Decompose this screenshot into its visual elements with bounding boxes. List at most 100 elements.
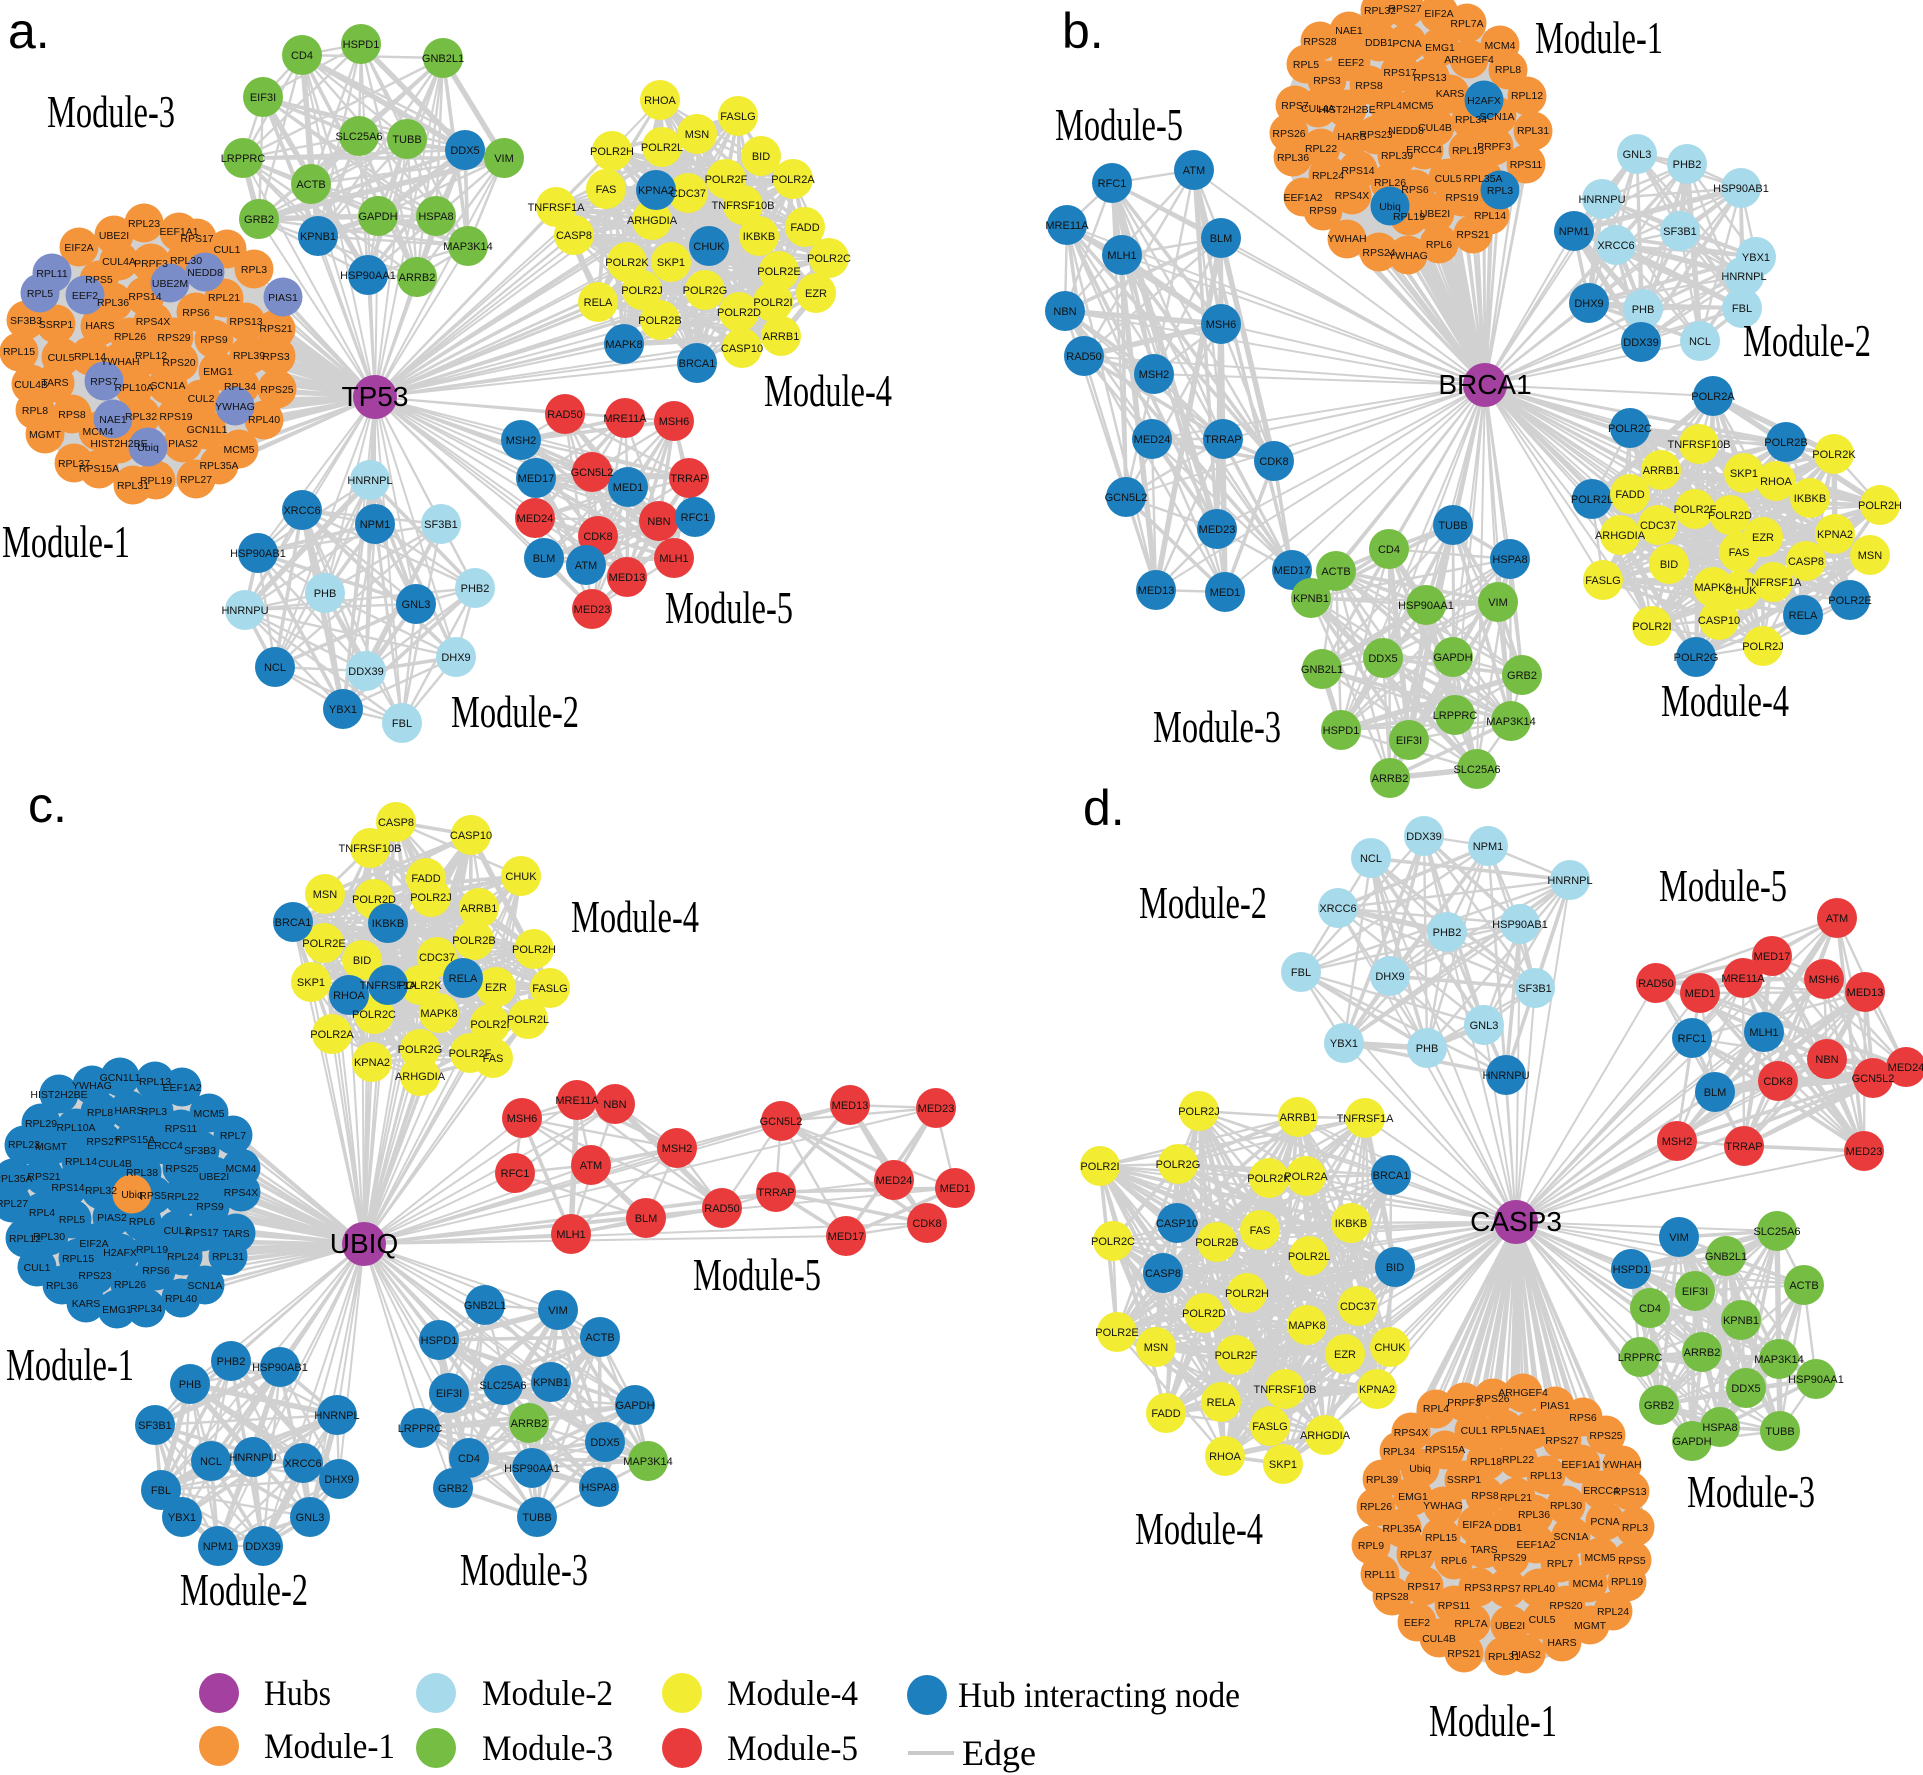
svg-text:RPL3: RPL3 — [141, 1106, 167, 1118]
svg-text:POLR2H: POLR2H — [512, 944, 556, 956]
svg-text:HSP90AA1: HSP90AA1 — [504, 1463, 560, 1475]
svg-text:ARHGEF4: ARHGEF4 — [1444, 54, 1494, 66]
svg-text:RPL36: RPL36 — [46, 1280, 78, 1292]
svg-text:POLR2L: POLR2L — [507, 1014, 549, 1026]
svg-text:MAPK8: MAPK8 — [605, 339, 642, 351]
svg-text:SLC25A6: SLC25A6 — [1453, 764, 1500, 776]
svg-text:RPL32: RPL32 — [85, 1185, 117, 1197]
svg-text:MED1: MED1 — [1210, 587, 1241, 599]
svg-text:ARHGDIA: ARHGDIA — [1595, 530, 1646, 542]
svg-text:Module-3: Module-3 — [460, 1544, 588, 1595]
svg-text:ATM: ATM — [1826, 913, 1848, 925]
svg-text:FASLG: FASLG — [720, 111, 755, 123]
svg-text:EEF1A1: EEF1A1 — [159, 226, 198, 238]
svg-text:RPL27: RPL27 — [0, 1198, 28, 1210]
svg-text:EZR: EZR — [1752, 532, 1774, 544]
svg-text:RPL12: RPL12 — [1511, 90, 1543, 102]
svg-text:BLM: BLM — [1704, 1087, 1727, 1099]
svg-text:FAS: FAS — [596, 184, 617, 196]
svg-text:RPS7: RPS7 — [90, 376, 118, 388]
svg-text:NEDD8: NEDD8 — [1388, 125, 1424, 137]
svg-text:Module-1: Module-1 — [2, 516, 130, 567]
svg-text:POLR2A: POLR2A — [310, 1029, 354, 1041]
svg-text:POLR2F: POLR2F — [449, 1048, 492, 1060]
svg-text:RPS6: RPS6 — [142, 1265, 170, 1277]
svg-text:NCL: NCL — [264, 662, 286, 674]
svg-text:ARRB2: ARRB2 — [1372, 773, 1409, 785]
svg-text:RPL4: RPL4 — [1423, 1403, 1449, 1415]
svg-text:RPS15A: RPS15A — [79, 463, 119, 475]
svg-text:PRPF3: PRPF3 — [1447, 1397, 1481, 1409]
svg-text:NBN: NBN — [603, 1099, 626, 1111]
svg-text:RPS6: RPS6 — [1569, 1412, 1597, 1424]
svg-text:UBE2I: UBE2I — [99, 230, 129, 242]
svg-text:MLH1: MLH1 — [556, 1229, 585, 1241]
svg-text:HSPD1: HSPD1 — [421, 1335, 458, 1347]
svg-text:DDX39: DDX39 — [1406, 831, 1441, 843]
svg-text:YWHAG: YWHAG — [72, 1080, 112, 1092]
svg-text:FAS: FAS — [483, 1053, 504, 1065]
svg-text:PHB2: PHB2 — [1673, 159, 1702, 171]
svg-text:RPL13: RPL13 — [1530, 1470, 1562, 1482]
svg-text:RPS14: RPS14 — [128, 291, 161, 303]
svg-text:TNFRSF1A: TNFRSF1A — [360, 980, 418, 992]
svg-text:RPL30: RPL30 — [1550, 1500, 1582, 1512]
svg-text:CDK8: CDK8 — [1763, 1076, 1792, 1088]
svg-text:ARRB1: ARRB1 — [1280, 1112, 1317, 1124]
svg-text:HSPD1: HSPD1 — [1323, 725, 1360, 737]
svg-text:HSP90AB1: HSP90AB1 — [1713, 183, 1769, 195]
svg-text:NCL: NCL — [1689, 336, 1711, 348]
svg-text:MLH1: MLH1 — [1107, 250, 1136, 262]
svg-text:RPL26: RPL26 — [114, 331, 146, 343]
svg-text:RPL40: RPL40 — [165, 1293, 197, 1305]
svg-text:Ubiq: Ubiq — [137, 442, 159, 454]
svg-text:HSPA8: HSPA8 — [418, 211, 453, 223]
svg-text:RPL15: RPL15 — [62, 1253, 94, 1265]
svg-text:PHB: PHB — [179, 1379, 202, 1391]
svg-text:GNL3: GNL3 — [296, 1512, 325, 1524]
svg-text:ATM: ATM — [575, 560, 597, 572]
svg-text:RPS4X: RPS4X — [1335, 190, 1369, 202]
svg-text:RPL3: RPL3 — [241, 264, 267, 276]
svg-text:RPL13: RPL13 — [1452, 145, 1484, 157]
svg-text:RPS11: RPS11 — [1510, 159, 1543, 171]
svg-text:HSP90AB1: HSP90AB1 — [252, 1362, 308, 1374]
svg-text:GRB2: GRB2 — [1507, 670, 1537, 682]
svg-text:MAP3K14: MAP3K14 — [1754, 1354, 1804, 1366]
svg-text:RPL19: RPL19 — [136, 1244, 168, 1256]
svg-text:TNFRSF10B: TNFRSF10B — [712, 200, 775, 212]
svg-text:TRRAP: TRRAP — [1204, 434, 1241, 446]
svg-text:ARRB2: ARRB2 — [511, 1418, 548, 1430]
svg-text:POLR2J: POLR2J — [621, 285, 663, 297]
svg-text:SF3B3: SF3B3 — [184, 1145, 216, 1157]
svg-text:a.: a. — [8, 3, 50, 59]
svg-text:BRCA1: BRCA1 — [1373, 1170, 1410, 1182]
svg-text:PIAS2: PIAS2 — [168, 438, 198, 450]
svg-text:RPS17: RPS17 — [1383, 67, 1416, 79]
svg-text:TARS: TARS — [41, 377, 68, 389]
svg-text:MSH2: MSH2 — [1139, 369, 1170, 381]
svg-text:EEF2: EEF2 — [1404, 1617, 1430, 1629]
svg-text:RPS8: RPS8 — [1355, 80, 1383, 92]
svg-text:MCM5: MCM5 — [1585, 1552, 1616, 1564]
svg-text:KPNA2: KPNA2 — [638, 185, 674, 197]
svg-text:FADD: FADD — [790, 222, 819, 234]
svg-text:Edge: Edge — [962, 1733, 1036, 1773]
svg-text:Module-2: Module-2 — [482, 1673, 613, 1713]
svg-text:IKBKB: IKBKB — [1335, 1218, 1367, 1230]
svg-text:CASP8: CASP8 — [378, 817, 414, 829]
svg-text:HSPD1: HSPD1 — [1613, 1264, 1650, 1276]
svg-text:PIAS1: PIAS1 — [268, 292, 298, 304]
svg-text:MSN: MSN — [685, 129, 710, 141]
svg-text:RPL29: RPL29 — [25, 1118, 57, 1130]
svg-text:RPS4X: RPS4X — [136, 316, 170, 328]
svg-text:RPS5: RPS5 — [139, 1190, 167, 1202]
svg-text:RPS27: RPS27 — [86, 1136, 119, 1148]
svg-text:DHX9: DHX9 — [1375, 971, 1404, 983]
svg-text:RPL10A: RPL10A — [114, 382, 153, 394]
svg-text:GNB2L1: GNB2L1 — [1705, 1251, 1747, 1263]
svg-text:EIF2A: EIF2A — [64, 242, 93, 254]
svg-text:ATM: ATM — [1183, 165, 1205, 177]
svg-text:RELA: RELA — [449, 973, 478, 985]
svg-text:RPL15: RPL15 — [1425, 1532, 1457, 1544]
